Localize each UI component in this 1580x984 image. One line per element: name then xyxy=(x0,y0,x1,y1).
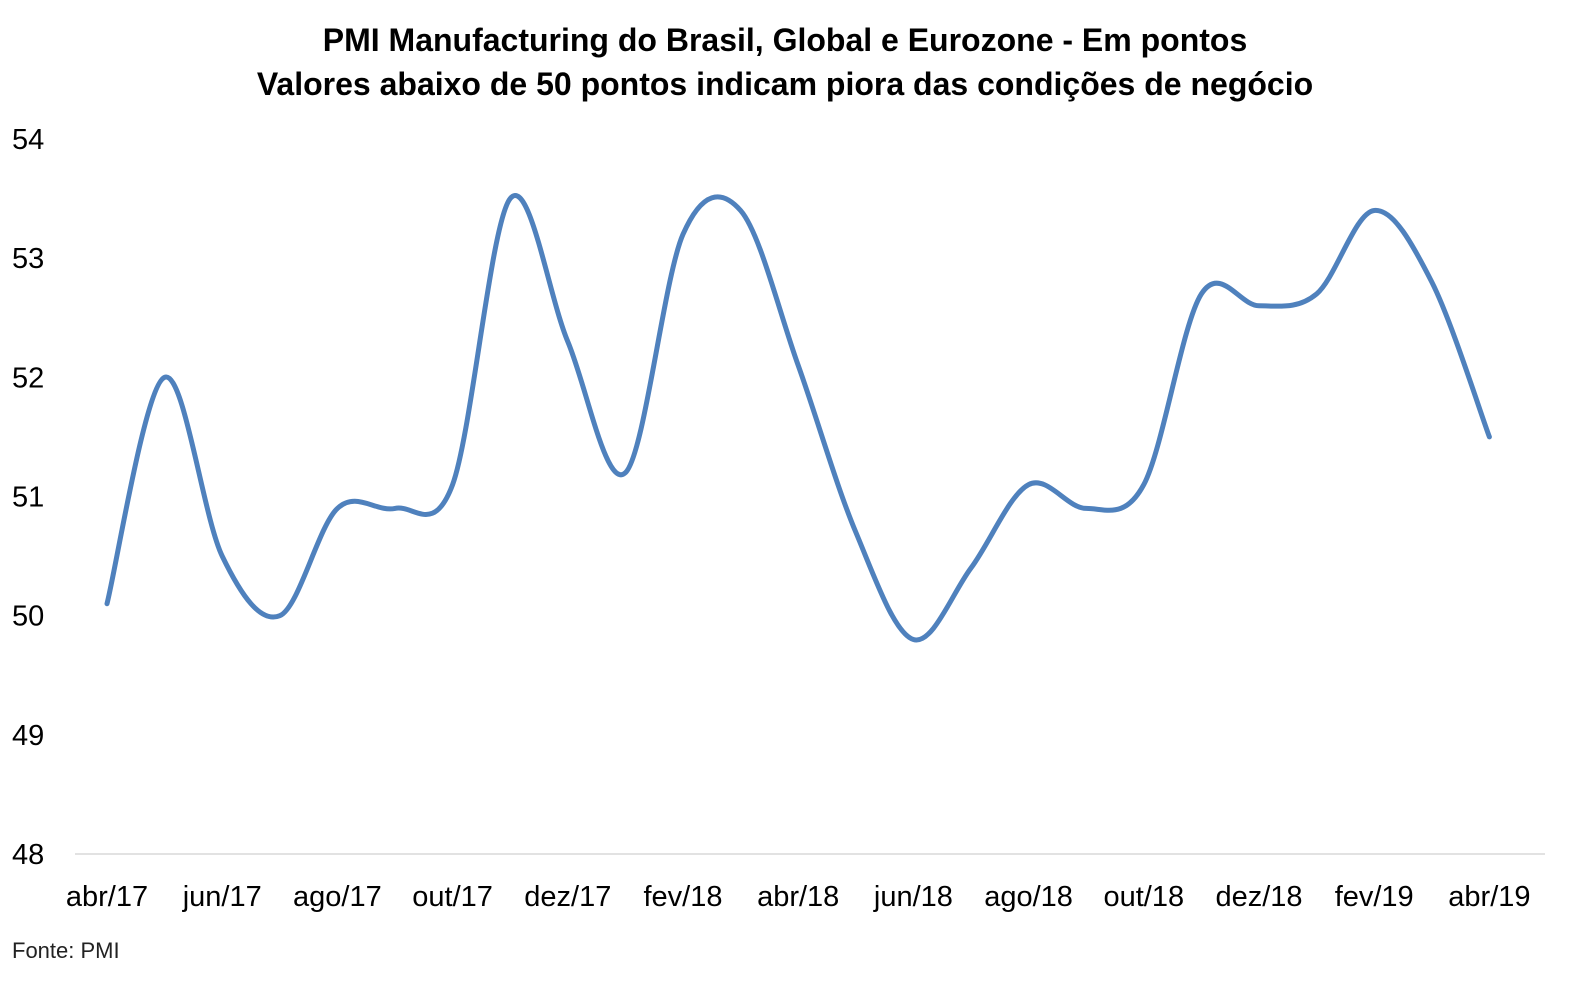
y-tick-label: 49 xyxy=(12,720,44,752)
y-tick-label: 48 xyxy=(12,839,44,871)
x-tick-label: fev/18 xyxy=(644,881,723,913)
chart-title: PMI Manufacturing do Brasil, Global e Eu… xyxy=(322,22,1248,58)
chart-title-block: PMI Manufacturing do Brasil, Global e Eu… xyxy=(0,18,1570,106)
y-tick-label: 50 xyxy=(12,601,44,633)
series-line xyxy=(104,193,1492,643)
x-tick-label: abr/19 xyxy=(1448,881,1530,913)
chart-subtitle: Valores abaixo de 50 pontos indicam pior… xyxy=(256,66,1314,102)
x-tick-label: dez/17 xyxy=(524,881,611,913)
x-tick-label: out/18 xyxy=(1103,881,1184,913)
y-tick-label: 51 xyxy=(12,482,44,514)
source-note: Fonte: PMI xyxy=(12,938,120,963)
y-axis: 48 49 50 51 52 53 54 xyxy=(12,124,44,871)
y-tick-label: 52 xyxy=(12,362,44,394)
x-tick-label: fev/19 xyxy=(1335,881,1414,913)
x-tick-label: ago/17 xyxy=(293,881,382,913)
x-axis: abr/17 jun/17 ago/17 out/17 dez/17 fev/18 abr/… xyxy=(66,853,1545,913)
series-layer xyxy=(104,193,1492,643)
x-tick-label: abr/18 xyxy=(757,881,839,913)
y-tick-label: 54 xyxy=(12,124,44,156)
x-tick-label: out/17 xyxy=(412,881,493,913)
x-tick-label: abr/17 xyxy=(66,881,148,913)
x-tick-label: dez/18 xyxy=(1215,881,1302,913)
x-tick-label: ago/18 xyxy=(984,881,1073,913)
x-tick-label: jun/18 xyxy=(873,881,953,913)
x-tick-label: jun/17 xyxy=(182,881,262,913)
y-tick-label: 53 xyxy=(12,243,44,275)
